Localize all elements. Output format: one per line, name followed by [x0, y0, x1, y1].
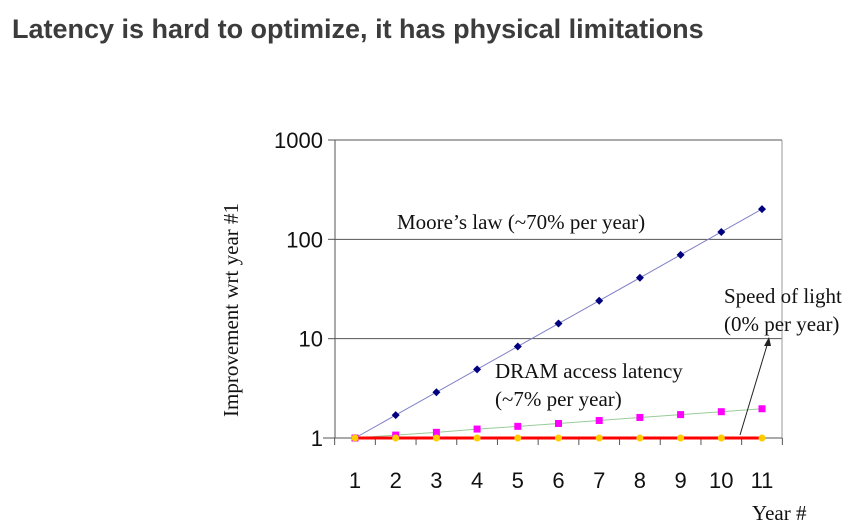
grid-lines: [335, 139, 782, 340]
data-point-moores-law: [635, 273, 644, 282]
data-point-speed-of-light: [351, 434, 359, 442]
annotation-dram-line1: DRAM access latency: [495, 359, 683, 383]
slide-title: Latency is hard to optimize, it has phys…: [12, 14, 704, 44]
x-tick-label: 5: [512, 468, 524, 493]
x-tick-label: 3: [430, 468, 442, 493]
x-axis-label: Year #: [752, 501, 807, 525]
data-point-moores-law: [513, 342, 522, 351]
x-tick-label: 6: [552, 468, 564, 493]
x-tick-label: 2: [390, 468, 402, 493]
data-point-moores-law: [473, 365, 482, 374]
data-point-dram: [595, 417, 603, 425]
data-point-moores-law: [432, 388, 441, 397]
annotation-dram-line2: (~7% per year): [495, 387, 622, 411]
speed-of-light-arrow: [739, 341, 769, 436]
data-point-dram: [636, 413, 644, 421]
data-point-moores-law: [717, 227, 726, 236]
data-point-speed-of-light: [432, 434, 440, 442]
data-point-speed-of-light: [758, 434, 766, 442]
x-tick-label: 11: [751, 468, 774, 493]
data-point-dram: [432, 428, 440, 436]
data-point-dram: [555, 419, 562, 427]
y-tick-label: 1000: [274, 128, 323, 153]
data-point-speed-of-light: [717, 434, 725, 442]
x-tick-label: 8: [634, 468, 646, 493]
y-tick-label: 1: [311, 426, 323, 451]
data-point-dram: [473, 425, 481, 433]
y-tick-label: 10: [299, 327, 323, 352]
data-point-moores-law: [758, 205, 766, 214]
speed-of-light-arrowhead: [764, 337, 771, 346]
annotation-moores-law: Moore’s law (~70% per year): [397, 210, 645, 234]
data-point-moores-law: [676, 250, 685, 259]
data-point-speed-of-light: [595, 434, 603, 442]
data-point-speed-of-light: [473, 434, 481, 442]
x-tick-label: 1: [349, 468, 361, 493]
y-axis-label: Improvement wrt year #1: [219, 203, 243, 417]
y-tick-label: 100: [286, 227, 323, 252]
data-point-moores-law: [554, 319, 563, 328]
data-point-dram: [677, 411, 685, 419]
data-point-speed-of-light: [555, 434, 562, 442]
x-tick-label: 10: [709, 468, 733, 493]
x-tick-label: 4: [471, 468, 483, 493]
data-point-speed-of-light: [514, 434, 522, 442]
x-tick-label: 7: [593, 468, 605, 493]
annotation-speed-of-light-line2: (0% per year): [724, 312, 839, 336]
series-group: [351, 205, 766, 442]
data-point-speed-of-light: [677, 434, 685, 442]
tick-labels: 1 10 100 1000 1 2 3 4 5 6 7 8 9 10 11: [274, 128, 773, 493]
data-point-dram: [717, 408, 725, 416]
annotation-speed-of-light-line1: Speed of light: [724, 284, 842, 308]
data-point-speed-of-light: [392, 434, 400, 442]
data-point-dram: [758, 405, 766, 413]
data-point-moores-law: [391, 411, 400, 420]
data-point-speed-of-light: [636, 434, 644, 442]
data-point-dram: [514, 422, 522, 430]
x-tick-label: 9: [674, 468, 686, 493]
data-point-moores-law: [595, 296, 604, 305]
